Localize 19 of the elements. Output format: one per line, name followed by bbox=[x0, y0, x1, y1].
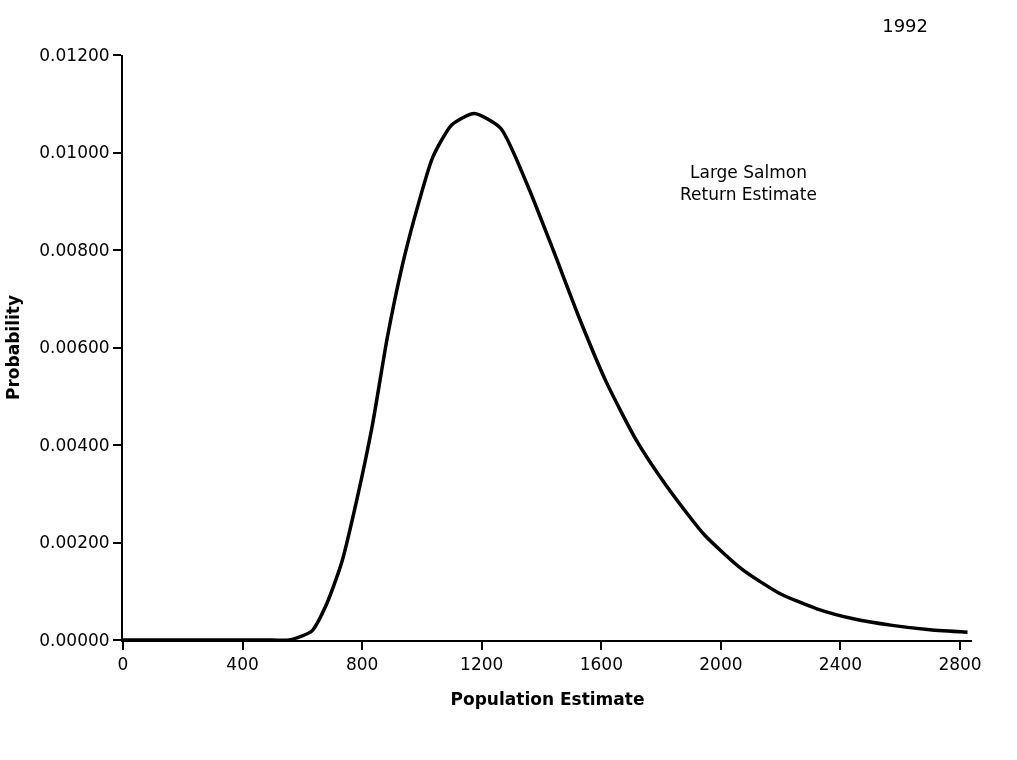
x-tick-label: 1600 bbox=[579, 654, 623, 675]
y-tick-label: 0.01000 bbox=[39, 142, 110, 163]
y-tick-label: 0.00000 bbox=[39, 629, 110, 650]
chart-title: 1992 bbox=[882, 14, 929, 36]
y-tick-label: 0.01200 bbox=[39, 44, 110, 65]
x-tick-label: 2400 bbox=[818, 654, 863, 675]
y-tick-label: 0.00400 bbox=[39, 434, 110, 455]
x-tick-label: 0 bbox=[117, 654, 129, 675]
y-axis-title: Probability bbox=[3, 294, 24, 401]
y-tick-label: 0.00800 bbox=[39, 239, 110, 260]
annotation: Large Salmon Return Estimate bbox=[680, 162, 817, 205]
x-tick-label: 2800 bbox=[938, 654, 982, 675]
x-tick-label: 1200 bbox=[460, 654, 504, 675]
y-tick-label: 0.00200 bbox=[39, 532, 110, 553]
x-tick-label: 800 bbox=[345, 654, 379, 675]
x-tick-label: 2000 bbox=[699, 654, 743, 675]
x-axis-title: Population Estimate bbox=[450, 689, 645, 710]
y-tick-label: 0.00600 bbox=[39, 337, 110, 358]
x-tick-label: 400 bbox=[226, 654, 259, 675]
